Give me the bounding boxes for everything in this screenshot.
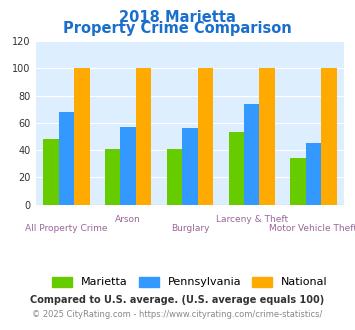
Legend: Marietta, Pennsylvania, National: Marietta, Pennsylvania, National <box>48 272 332 292</box>
Bar <box>229 132 244 205</box>
Bar <box>136 69 151 205</box>
Bar <box>306 143 321 205</box>
Bar <box>43 139 59 205</box>
Text: Larceny & Theft: Larceny & Theft <box>215 215 288 224</box>
Text: Burglary: Burglary <box>171 224 209 233</box>
Bar <box>260 69 275 205</box>
Text: © 2025 CityRating.com - https://www.cityrating.com/crime-statistics/: © 2025 CityRating.com - https://www.city… <box>32 310 323 318</box>
Text: All Property Crime: All Property Crime <box>25 224 108 233</box>
Bar <box>244 104 260 205</box>
Bar <box>59 112 74 205</box>
Text: Arson: Arson <box>115 215 141 224</box>
Bar <box>290 158 306 205</box>
Text: Motor Vehicle Theft: Motor Vehicle Theft <box>269 224 355 233</box>
Bar <box>120 127 136 205</box>
Bar <box>74 69 89 205</box>
Bar <box>321 69 337 205</box>
Bar <box>198 69 213 205</box>
Text: 2018 Marietta: 2018 Marietta <box>119 10 236 25</box>
Text: Compared to U.S. average. (U.S. average equals 100): Compared to U.S. average. (U.S. average … <box>31 295 324 305</box>
Bar <box>105 149 120 205</box>
Text: Property Crime Comparison: Property Crime Comparison <box>63 21 292 36</box>
Bar <box>182 128 198 205</box>
Bar <box>167 149 182 205</box>
